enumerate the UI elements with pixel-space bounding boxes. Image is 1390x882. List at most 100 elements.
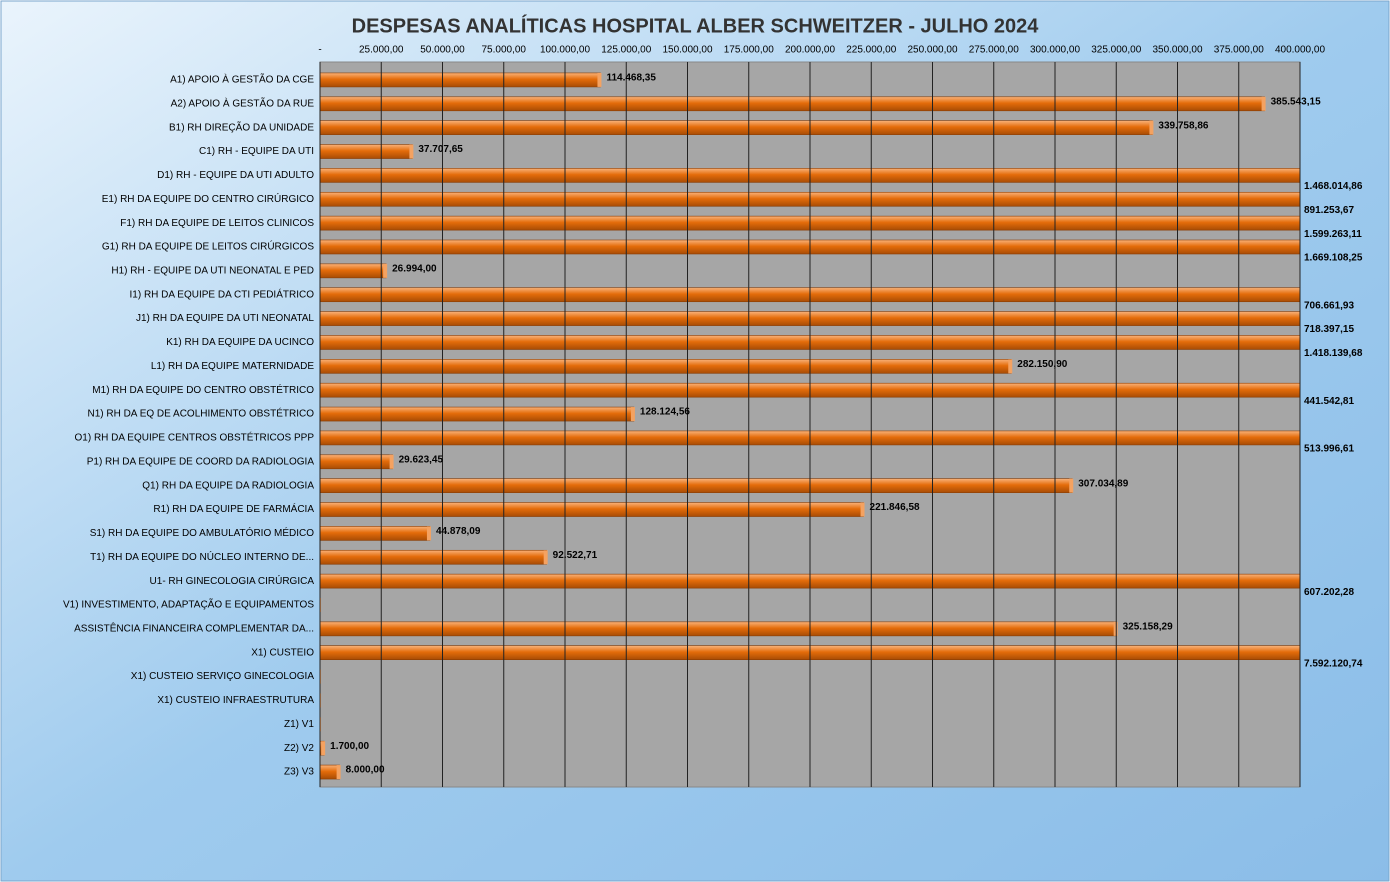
value-label: 513.996,61 [1304, 444, 1354, 455]
bar-cap [860, 502, 865, 517]
bar [320, 621, 1117, 637]
x-tick-label: 300.000,00 [1030, 45, 1080, 56]
x-tick-label: 75.000,00 [482, 45, 527, 56]
bar [320, 168, 1300, 183]
value-label: 385.543,15 [1271, 96, 1321, 107]
bar [320, 549, 547, 565]
bar [320, 144, 413, 159]
y-tick-label: X1) CUSTEIO INFRAESTRUTURA [157, 695, 314, 706]
y-tick-label: J1) RH DA EQUIPE DA UTI NEONATAL [136, 313, 314, 324]
y-tick-label: U1- RH GINECOLOGIA CIRÚRGICA [150, 574, 315, 587]
value-label: 307.034,89 [1078, 478, 1128, 489]
bar [320, 573, 1300, 589]
value-label: 706.661,93 [1304, 300, 1354, 311]
x-tick-label: 125.000,00 [601, 45, 651, 56]
y-tick-label: Z2) V2 [284, 743, 314, 754]
bar-cap [543, 550, 548, 565]
bar [320, 96, 1265, 112]
value-label: 8.000,00 [346, 765, 385, 776]
value-label: 221.846,58 [870, 502, 920, 513]
y-tick-label: C1) RH - EQUIPE DA UTI [199, 146, 314, 157]
x-tick-label: 50.000,00 [420, 45, 465, 56]
bar-cap [1113, 621, 1118, 636]
bar-cap [630, 407, 635, 422]
y-tick-label: A2) APOIO À GESTÃO DA RUE [171, 96, 315, 109]
chart-title: DESPESAS ANALÍTICAS HOSPITAL ALBER SCHWE… [352, 14, 1040, 37]
y-tick-label: X1) CUSTEIO SERVIÇO GINECOLOGIA [131, 671, 315, 682]
y-tick-label: R1) RH DA EQUIPE DE FARMÁCIA [153, 502, 314, 515]
x-tick-label: - [318, 45, 321, 56]
value-label: 607.202,28 [1304, 587, 1354, 598]
x-tick-label: 200.000,00 [785, 45, 835, 56]
x-tick-label: 375.000,00 [1214, 45, 1264, 56]
bar [320, 311, 1300, 326]
value-label: 718.397,15 [1304, 324, 1354, 335]
bar-cap [426, 526, 431, 541]
bar-cap [389, 454, 394, 469]
y-tick-label: Q1) RH DA EQUIPE DA RADIOLOGIA [142, 480, 314, 491]
y-tick-label: Z1) V1 [284, 719, 314, 730]
value-label: 128.124,56 [640, 407, 690, 418]
value-label: 441.542,81 [1304, 396, 1354, 407]
value-label: 282.150,90 [1017, 359, 1067, 370]
y-tick-label: P1) RH DA EQUIPE DE COORD DA RADIOLOGIA [87, 456, 315, 467]
value-label: 1.700,00 [330, 741, 369, 752]
bar [320, 645, 1300, 661]
y-tick-label: X1) CUSTEIO [251, 647, 314, 658]
y-tick-label: N1) RH DA EQ DE ACOLHIMENTO OBSTÉTRICO [87, 407, 314, 420]
x-tick-label: 250.000,00 [907, 45, 957, 56]
bar-cap [336, 765, 341, 780]
value-label: 92.522,71 [553, 550, 598, 561]
bar [320, 72, 601, 88]
bar [320, 263, 387, 279]
x-tick-label: 175.000,00 [724, 45, 774, 56]
bar-cap [321, 741, 326, 756]
bar [320, 120, 1153, 135]
y-tick-label: E1) RH DA EQUIPE DO CENTRO CIRÚRGICO [102, 192, 314, 205]
y-tick-label: K1) RH DA EQUIPE DA UCINCO [166, 337, 314, 348]
value-label: 44.878,09 [436, 526, 481, 537]
value-label: 325.158,29 [1123, 622, 1173, 633]
y-tick-label: M1) RH DA EQUIPE DO CENTRO OBSTÉTRICO [92, 383, 314, 396]
bar [320, 382, 1300, 398]
x-tick-label: 25.000,00 [359, 45, 404, 56]
x-tick-label: 100.000,00 [540, 45, 590, 56]
bar [320, 526, 431, 541]
value-label: 1.669.108,25 [1304, 253, 1363, 264]
y-tick-label: D1) RH - EQUIPE DA UTI ADULTO [157, 170, 314, 181]
y-tick-label: A1) APOIO À GESTÃO DA CGE [170, 73, 314, 86]
y-tick-label: V1) INVESTIMENTO, ADAPTAÇÃO E EQUIPAMENT… [63, 598, 314, 611]
value-label: 1.599.263,11 [1304, 229, 1362, 240]
y-tick-label: S1) RH DA EQUIPE DO AMBULATÓRIO MÉDICO [90, 526, 315, 539]
x-tick-label: 350.000,00 [1152, 45, 1202, 56]
y-tick-label: ASSISTÊNCIA FINANCEIRA COMPLEMENTAR DA..… [74, 622, 314, 635]
value-label: 114.468,35 [606, 73, 656, 84]
y-tick-label: F1) RH DA EQUIPE DE LEITOS CLINICOS [120, 218, 314, 229]
y-tick-label: I1) RH DA EQUIPE DA CTI PEDIÁTRICO [130, 287, 315, 300]
bar [320, 287, 1300, 303]
y-tick-label: Z3) V3 [284, 767, 314, 778]
value-label: 891.253,67 [1304, 205, 1354, 216]
x-tick-label: 150.000,00 [662, 45, 712, 56]
bar-cap [1008, 359, 1013, 374]
y-tick-label: O1) RH DA EQUIPE CENTROS OBSTÉTRICOS PPP [75, 431, 315, 444]
bar [320, 406, 635, 422]
value-label: 29.623,45 [399, 454, 444, 465]
bar [320, 359, 1012, 374]
y-tick-label: H1) RH - EQUIPE DA UTI NEONATAL E PED [111, 266, 314, 277]
bar [320, 430, 1300, 446]
bar-cap [1149, 120, 1154, 135]
x-tick-label: 400.000,00 [1275, 45, 1325, 56]
y-tick-label: B1) RH DIREÇÃO DA UNIDADE [169, 120, 314, 133]
bar-cap [1261, 96, 1266, 111]
bar [320, 478, 1073, 493]
value-label: 26.994,00 [392, 264, 437, 275]
bar-cap [409, 144, 414, 159]
value-label: 7.592.120,74 [1304, 658, 1363, 669]
bar-cap [1069, 478, 1074, 493]
bar-cap [597, 72, 602, 87]
value-label: 37.707,65 [418, 144, 463, 155]
bar-cap [383, 263, 388, 278]
x-tick-label: 225.000,00 [846, 45, 896, 56]
